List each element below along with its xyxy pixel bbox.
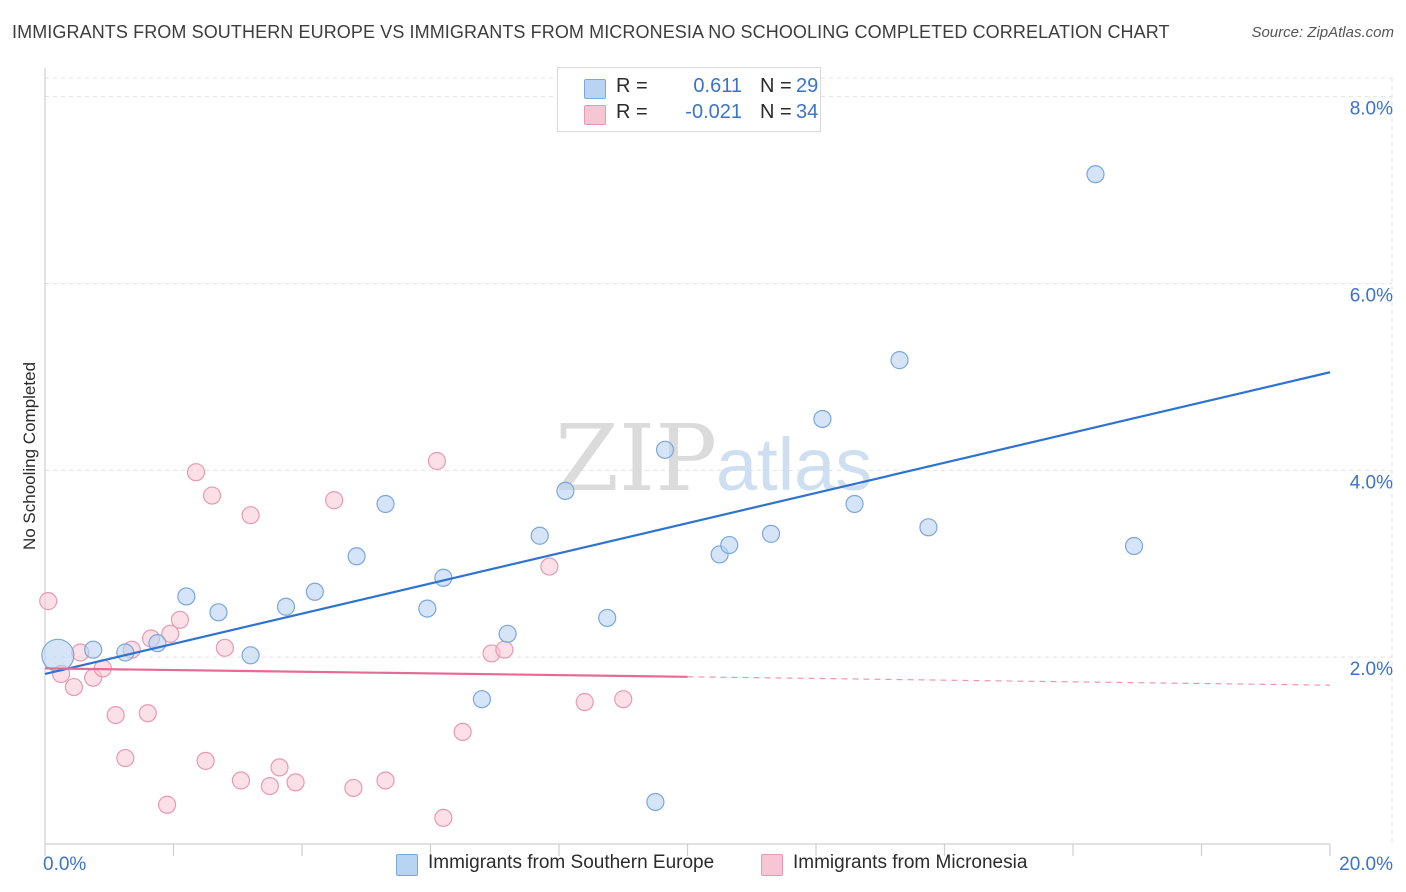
micronesia-point	[157, 795, 177, 814]
southern-europe-point	[1124, 536, 1144, 556]
southern-europe-point	[556, 481, 575, 500]
legend-swatch-blue	[584, 79, 606, 99]
y-tick-label: 6.0%	[1350, 286, 1393, 307]
legend-n-label: N =	[760, 75, 792, 97]
micronesia-point	[161, 624, 180, 643]
micronesia-point	[116, 748, 135, 768]
y-tick-label: 4.0%	[1350, 472, 1393, 493]
legend-n-value: 34	[796, 101, 819, 123]
southern-europe-point	[472, 690, 491, 709]
legend-r-label: R =	[616, 75, 648, 97]
micronesia-points	[39, 451, 633, 827]
southern-europe-point	[598, 608, 617, 628]
micronesia-point	[106, 705, 125, 725]
micronesia-trendline	[44, 667, 688, 678]
southern-europe-point	[845, 494, 864, 514]
southern-europe-point	[347, 547, 366, 566]
bottom-legend-swatch-pink	[761, 854, 783, 876]
southern-europe-point	[84, 640, 103, 659]
tick-labels: 2.0% 4.0% 6.0% 8.0% 0.0% 20.0%	[43, 99, 1393, 875]
watermark: ZIP atlas	[555, 405, 872, 512]
micronesia-point	[202, 486, 222, 505]
x-tick-label: 0.0%	[43, 854, 86, 875]
micronesia-point	[453, 722, 472, 742]
trend-lines	[44, 371, 1331, 686]
micronesia-point	[170, 610, 190, 629]
southern-europe-point	[276, 597, 296, 616]
source-credit: Source: ZipAtlas.com	[1251, 24, 1394, 41]
southern-europe-point	[305, 582, 324, 601]
southern-europe-point	[646, 792, 665, 812]
southern-europe-point	[116, 643, 135, 662]
micronesia-point	[215, 638, 234, 657]
micronesia-point	[186, 463, 206, 482]
micronesia-trendline-extension	[687, 676, 1331, 686]
micronesia-point	[260, 776, 279, 796]
southern-europe-point	[890, 351, 909, 370]
x-tick-label: 20.0%	[1339, 854, 1393, 875]
micronesia-point	[427, 451, 447, 471]
southern-europe-point	[376, 494, 395, 514]
micronesia-point	[325, 491, 344, 510]
southern-europe-point	[498, 624, 517, 643]
y-tick-label: 8.0%	[1350, 99, 1393, 120]
southern-europe-point	[813, 409, 832, 429]
southern-europe-point	[655, 440, 675, 459]
micronesia-point	[575, 692, 594, 712]
southern-europe-point	[418, 599, 437, 618]
correlation-legend: R = 0.611 N = 29 R = -0.021 N = 34	[557, 67, 821, 132]
southern-europe-point	[241, 646, 260, 665]
southern-europe-point	[209, 603, 228, 622]
micronesia-point	[614, 690, 633, 709]
legend-n-value: 29	[796, 75, 819, 97]
southern-europe-point	[720, 535, 739, 555]
bottom-legend-label: Immigrants from Southern Europe	[428, 852, 715, 873]
micronesia-point	[39, 592, 58, 611]
micronesia-point	[344, 778, 363, 798]
southern-europe-point	[919, 518, 938, 537]
micronesia-point	[434, 808, 453, 827]
chart-title: IMMIGRANTS FROM SOUTHERN EUROPE VS IMMIG…	[12, 22, 1170, 42]
y-tick-label: 2.0%	[1350, 659, 1393, 680]
watermark-atlas: atlas	[716, 423, 872, 506]
micronesia-point	[286, 773, 305, 792]
southern-europe-point	[41, 638, 75, 672]
southern-europe-point	[1086, 165, 1105, 184]
southern-europe-points	[41, 165, 1144, 812]
southern-europe-point	[761, 524, 781, 543]
southern-europe-trendline	[44, 371, 1331, 676]
micronesia-point	[241, 506, 260, 525]
micronesia-point	[376, 771, 395, 790]
southern-europe-point	[434, 568, 453, 587]
southern-europe-point	[530, 526, 549, 545]
legend-swatch-pink	[584, 105, 606, 125]
southern-europe-point	[177, 587, 196, 606]
legend-r-value: -0.021	[685, 101, 742, 123]
micronesia-point	[231, 771, 251, 790]
micronesia-point	[196, 751, 215, 770]
micronesia-point	[540, 557, 559, 576]
axis-layer	[44, 68, 1331, 856]
legend-r-label: R =	[616, 101, 648, 123]
bottom-legend-swatch-blue	[396, 854, 418, 876]
micronesia-point	[64, 677, 84, 697]
watermark-zip: ZIP	[555, 405, 717, 512]
micronesia-point	[495, 640, 514, 659]
legend-r-value: 0.611	[693, 75, 742, 97]
legend-n-label: N =	[760, 101, 792, 123]
micronesia-point	[270, 758, 289, 777]
micronesia-point	[138, 704, 157, 723]
bottom-legend-label: Immigrants from Micronesia	[793, 852, 1028, 873]
